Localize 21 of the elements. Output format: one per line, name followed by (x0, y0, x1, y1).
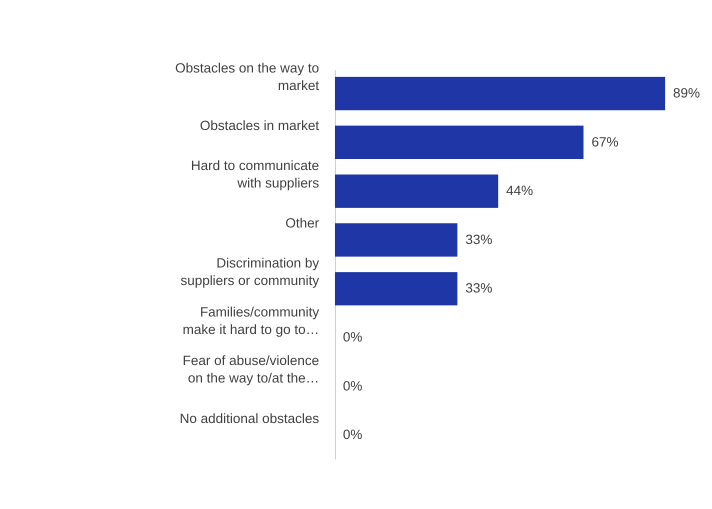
bar (334, 76, 666, 110)
data-label: 33% (465, 280, 492, 296)
data-label: 67% (591, 134, 618, 150)
bar (334, 174, 498, 208)
data-label: 33% (465, 232, 492, 247)
bar (334, 126, 584, 160)
y-tick-label: Fear of abuse/violence on the way to/at the… (182, 353, 320, 386)
y-tick-label: Hard to communicate with suppliers (190, 158, 320, 190)
y-tick-label: Obstacles in market (200, 118, 320, 133)
data-label: 0% (342, 378, 362, 394)
data-label: 89% (673, 86, 700, 101)
bar (334, 272, 458, 306)
y-tick-label: Obstacles on the way to market (175, 60, 320, 93)
data-label: 0% (342, 427, 362, 442)
bar (334, 223, 458, 257)
y-tick-label: Other (285, 216, 320, 231)
y-tick-label: Discrimination by suppliers or community (180, 256, 320, 288)
y-tick-label: Families/community make it hard to go to… (182, 304, 320, 337)
data-label: 44% (506, 183, 534, 198)
y-tick-label: No additional obstacles (180, 410, 320, 426)
data-label: 0% (342, 330, 362, 345)
